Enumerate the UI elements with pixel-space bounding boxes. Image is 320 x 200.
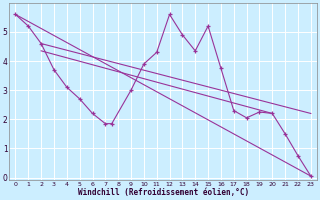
X-axis label: Windchill (Refroidissement éolien,°C): Windchill (Refroidissement éolien,°C)	[77, 188, 249, 197]
